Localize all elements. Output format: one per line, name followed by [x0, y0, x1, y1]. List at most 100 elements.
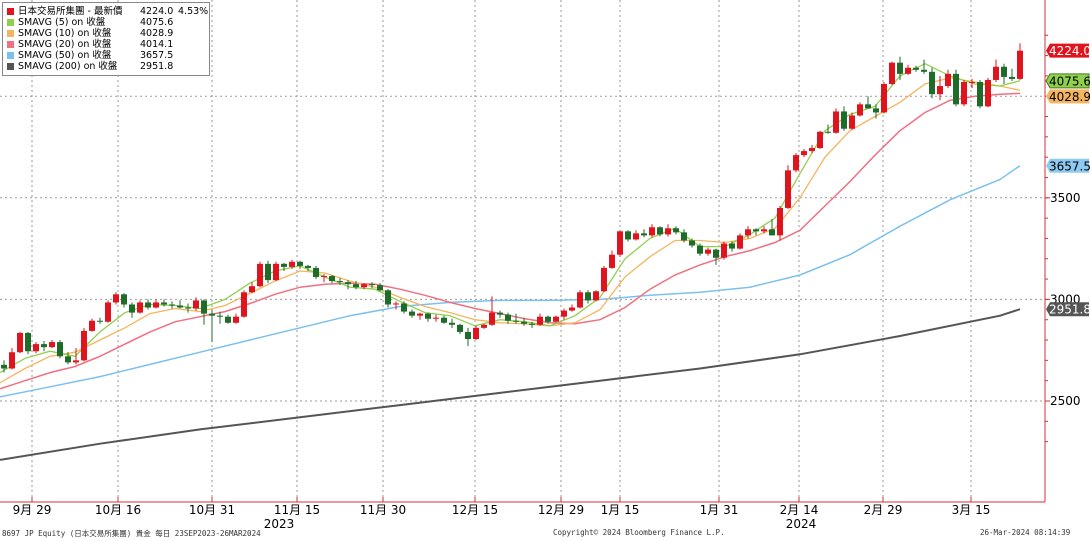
- candle-body: [761, 229, 767, 232]
- candle-body: [849, 115, 855, 129]
- candle-body: [713, 249, 719, 258]
- candle: [617, 230, 623, 257]
- candle: [433, 314, 439, 322]
- candle-body: [689, 240, 695, 246]
- candle-body: [25, 332, 31, 352]
- candle-body: [113, 294, 119, 303]
- candle: [337, 278, 343, 286]
- candle-body: [985, 79, 991, 107]
- candle: [345, 280, 351, 290]
- candle-body: [121, 294, 127, 305]
- candle: [953, 69, 959, 107]
- candle: [529, 321, 535, 328]
- candle-body: [785, 170, 791, 208]
- candle-body: [1017, 50, 1023, 79]
- candle: [481, 323, 487, 329]
- price-tag-bg: [1045, 73, 1090, 89]
- candle: [281, 262, 287, 271]
- candle-body: [433, 317, 439, 319]
- line-sma200: [0, 308, 1021, 461]
- legend-value: 4224.0: [140, 6, 174, 17]
- candle-body: [233, 316, 239, 323]
- candle: [601, 265, 607, 293]
- candle: [449, 318, 455, 328]
- candle-body: [649, 227, 655, 236]
- candle: [977, 79, 983, 109]
- legend: 日本交易所集團 - 最新價 4224.0 4.53% SMAVG (5) on …: [2, 2, 210, 76]
- candle: [297, 260, 303, 269]
- legend-value: 2951.8: [140, 61, 174, 72]
- candle: [193, 297, 199, 311]
- candle: [369, 282, 375, 289]
- price-tag-bg: [1046, 89, 1089, 104]
- candle-body: [73, 360, 79, 363]
- candle: [41, 341, 47, 352]
- candle-body: [265, 263, 271, 281]
- candle-body: [497, 312, 503, 315]
- candle-body: [513, 320, 519, 322]
- candle-body: [569, 307, 575, 311]
- candle: [313, 265, 319, 280]
- candle: [985, 77, 991, 108]
- candle-body: [537, 316, 543, 325]
- legend-label: SMAVG (20) on 收盤: [18, 39, 112, 50]
- candle-body: [641, 233, 647, 236]
- x-tick-label: 2月 29: [864, 503, 903, 517]
- candle-body: [705, 249, 711, 254]
- candle: [817, 130, 823, 150]
- candle-body: [961, 81, 967, 105]
- candle: [921, 59, 927, 74]
- candle-body: [33, 344, 39, 352]
- candle: [993, 59, 999, 82]
- candle: [1009, 68, 1015, 81]
- candle-body: [345, 282, 351, 285]
- legend-entry-price: 日本交易所集團 - 最新價 4224.0 4.53%: [7, 6, 209, 17]
- candle-body: [881, 84, 887, 113]
- candle: [889, 61, 895, 86]
- legend-value: 4075.6: [140, 17, 174, 28]
- candle-body: [937, 86, 943, 95]
- candle: [305, 264, 311, 271]
- legend-change: 4.53%: [178, 6, 209, 17]
- candle: [185, 303, 191, 313]
- candle: [673, 226, 679, 235]
- candle: [713, 248, 719, 265]
- candle: [153, 299, 159, 309]
- candle-body: [177, 305, 183, 308]
- price-tag-label: 4028.9: [1049, 90, 1090, 104]
- candle-body: [977, 81, 983, 107]
- candle: [273, 261, 279, 282]
- candle: [657, 226, 663, 237]
- candle-body: [193, 300, 199, 309]
- candle: [489, 296, 495, 326]
- candle-body: [361, 284, 367, 288]
- price-tag-label: 3657.5: [1049, 159, 1090, 173]
- candle-body: [1009, 76, 1015, 79]
- candle: [881, 81, 887, 114]
- candle-body: [857, 104, 863, 116]
- candle: [353, 281, 359, 290]
- legend-swatch: [7, 19, 14, 26]
- candle-body: [209, 313, 215, 316]
- y-tick-label: 2500: [1050, 394, 1081, 408]
- candle-body: [521, 321, 527, 324]
- footer-timestamp: 26-Mar-2024 08:14:39: [980, 528, 1071, 537]
- candle-body: [889, 62, 895, 85]
- candle: [609, 250, 615, 269]
- x-tick-label: 1月 31: [700, 503, 739, 517]
- candle-body: [873, 108, 879, 113]
- candle-body: [441, 317, 447, 323]
- candle: [1, 360, 7, 373]
- candle-body: [289, 261, 295, 267]
- candle: [561, 308, 567, 320]
- candle-body: [297, 261, 303, 266]
- candle-body: [401, 303, 407, 312]
- candle: [761, 226, 767, 234]
- x-tick-label: 2月 14: [780, 503, 819, 517]
- legend-entry-sma50: SMAVG (50) on 收盤 3657.5: [7, 50, 207, 61]
- candle: [641, 229, 647, 238]
- x-year-label: 2023: [264, 517, 295, 531]
- candle-body: [577, 292, 583, 308]
- candle: [201, 299, 207, 325]
